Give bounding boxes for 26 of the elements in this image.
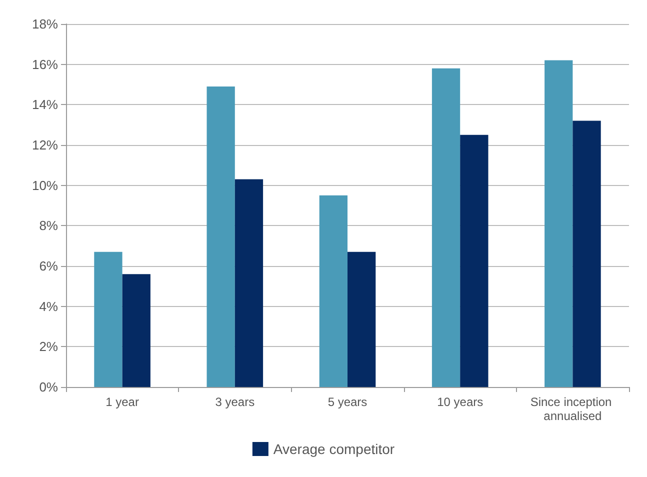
y-tick-label: 6% — [39, 258, 58, 274]
x-tick-label: Since inception annualised — [530, 395, 616, 423]
x-tick-label: 5 years — [328, 395, 368, 409]
y-tick-label: 14% — [32, 97, 58, 112]
y-tick-label: 0% — [39, 380, 58, 394]
bar — [572, 120, 601, 387]
bar — [234, 179, 264, 387]
y-tick-label: 8% — [39, 218, 58, 234]
bar — [460, 134, 488, 387]
bar — [544, 60, 573, 387]
x-tick-label: 1 year — [106, 395, 139, 409]
y-tick-label: 18% — [32, 16, 58, 32]
x-tick-label: 3 years — [215, 395, 255, 409]
bar — [94, 252, 122, 387]
bar — [319, 195, 348, 387]
y-tick-label: 2% — [39, 339, 58, 354]
y-tick-label: 12% — [32, 138, 58, 152]
bar — [206, 86, 235, 387]
y-tick-label: 4% — [39, 298, 58, 314]
x-tick-label: 10 years — [437, 395, 484, 409]
y-tick-label: 10% — [32, 178, 58, 193]
bar — [122, 274, 150, 387]
bar — [432, 68, 460, 387]
legend-label: Average competitor — [273, 441, 395, 457]
y-tick-label: 16% — [32, 56, 58, 72]
bar — [348, 252, 376, 387]
